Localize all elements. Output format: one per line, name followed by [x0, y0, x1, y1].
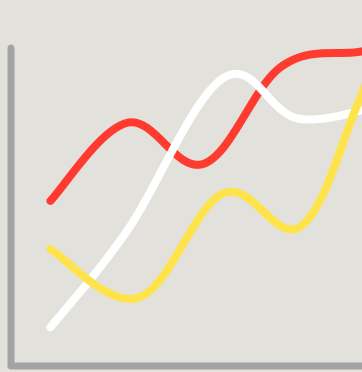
series-red-line — [46, 47, 362, 205]
series-white-line — [46, 69, 362, 332]
series-yellow-line — [46, 82, 362, 303]
series-layer — [46, 47, 362, 332]
